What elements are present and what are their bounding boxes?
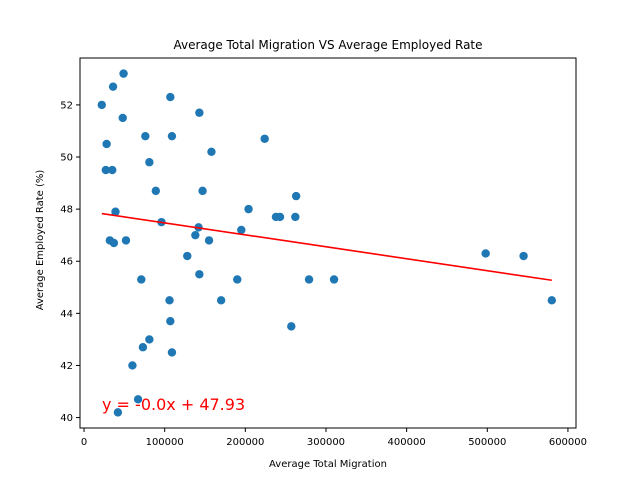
y-tick-label: 42: [60, 361, 73, 372]
trend-line: [101, 212, 552, 282]
y-tick-label: 48: [60, 205, 73, 216]
data-point: [291, 212, 300, 222]
data-point: [101, 165, 111, 175]
x-tick-label: 400000: [388, 437, 426, 448]
data-point: [108, 165, 117, 175]
x-tick-label: 200000: [226, 437, 264, 448]
x-tick-label: 300000: [307, 437, 345, 448]
regression-equation-annotation: y = -0.0x + 47.93: [102, 395, 245, 414]
data-point: [547, 296, 557, 305]
data-point: [244, 204, 253, 214]
data-point: [167, 131, 177, 141]
data-point: [233, 275, 242, 284]
data-point: [519, 251, 528, 261]
data-point: [111, 207, 120, 216]
y-axis-label: Average Employed Rate (%): [35, 170, 46, 311]
data-point: [287, 322, 296, 331]
data-point: [118, 113, 127, 123]
data-point: [165, 296, 174, 305]
data-point: [102, 139, 111, 149]
x-tick-label: 600000: [549, 437, 587, 448]
data-point: [260, 134, 269, 143]
data-point: [216, 296, 226, 305]
y-axis: 40 42 44 46 48 50 52: [60, 100, 80, 424]
data-point: [275, 212, 285, 222]
y-tick-label: 46: [60, 257, 73, 268]
data-point: [481, 249, 490, 258]
data-point: [166, 92, 175, 102]
data-point: [119, 69, 128, 78]
data-point: [113, 408, 123, 417]
x-tick-label: 500000: [468, 437, 506, 448]
data-point: [138, 343, 148, 352]
data-point: [128, 361, 137, 370]
data-point: [304, 275, 314, 284]
data-point: [166, 316, 175, 326]
data-point: [191, 230, 200, 240]
y-tick-label: 50: [60, 153, 73, 164]
data-point: [237, 225, 246, 235]
y-tick-label: 52: [60, 100, 73, 111]
data-point: [145, 335, 154, 344]
data-point: [121, 236, 131, 245]
data-point: [109, 238, 119, 248]
data-point: [198, 186, 207, 196]
data-point: [151, 186, 161, 196]
y-tick-label: 44: [60, 309, 73, 320]
data-point: [195, 108, 204, 117]
data-point: [97, 100, 106, 110]
y-tick-label: 40: [60, 413, 73, 424]
plot-area: [97, 69, 557, 417]
data-point: [167, 348, 177, 357]
x-axis-label: Average Total Migration: [269, 459, 387, 470]
data-point: [137, 275, 146, 284]
data-point: [108, 82, 118, 91]
data-point: [183, 251, 192, 261]
data-point: [329, 275, 339, 284]
data-point: [291, 191, 301, 201]
data-point: [195, 270, 204, 279]
data-point: [207, 147, 216, 157]
data-point: [141, 131, 150, 141]
x-tick-label: 0: [81, 437, 87, 448]
x-tick-label: 100000: [146, 437, 184, 448]
data-point: [204, 236, 214, 245]
chart-title: Average Total Migration VS Average Emplo…: [173, 38, 482, 52]
data-point: [133, 395, 143, 404]
data-point: [145, 158, 154, 167]
plot-frame: [79, 57, 577, 429]
x-axis: 0 100000 200000 300000 400000 500000 600000: [81, 428, 587, 448]
